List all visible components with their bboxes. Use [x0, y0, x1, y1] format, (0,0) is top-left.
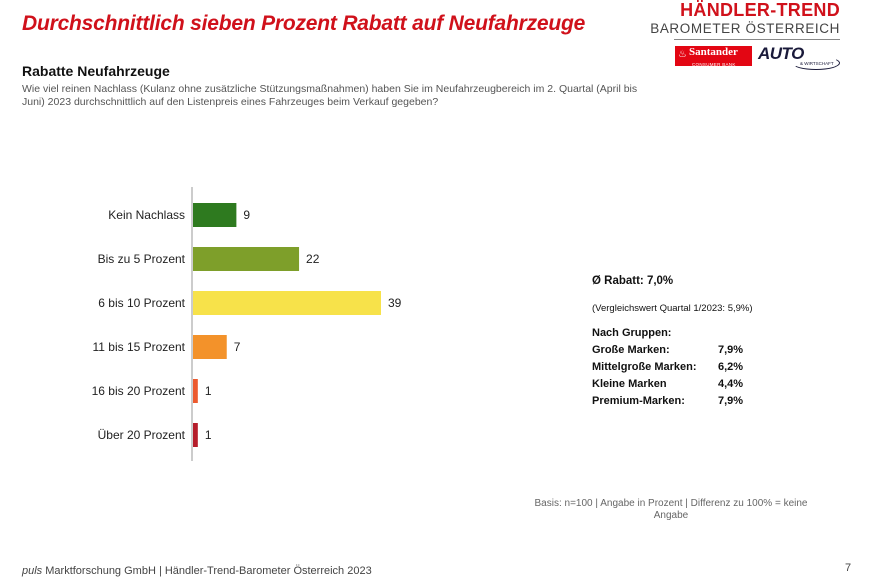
group-value: 7,9% — [718, 395, 744, 407]
group-row: Mittelgroße Marken: 6,2% — [592, 361, 743, 373]
brand-title: HÄNDLER-TREND — [680, 0, 840, 20]
basis-note: Basis: n=100 | Angabe in Prozent | Diffe… — [534, 498, 808, 521]
group-row: Große Marken: 7,9% — [592, 344, 743, 356]
footer-text: Marktforschung GmbH | Händler-Trend-Baro… — [42, 565, 372, 577]
average-discount: Ø Rabatt: 7,0% — [592, 275, 674, 287]
group-row: Premium-Marken: 7,9% — [592, 395, 743, 407]
bar-value-label: 39 — [388, 296, 402, 310]
category-label: Über 20 Prozent — [98, 428, 186, 442]
section-title: Rabatte Neufahrzeuge — [22, 63, 170, 79]
brand-subtitle: BAROMETER ÖSTERREICH — [650, 21, 840, 36]
groups-title: Nach Gruppen: — [592, 327, 672, 339]
group-row: Kleine Marken 4,4% — [592, 378, 743, 390]
bar — [193, 203, 237, 227]
bar — [193, 335, 227, 359]
comparison-value: (Vergleichswert Quartal 1/2023: 5,9%) — [592, 303, 753, 314]
group-value: 6,2% — [718, 361, 744, 373]
santander-logo-name: Santander — [689, 46, 738, 58]
bar — [193, 291, 381, 315]
bar-value-label: 1 — [205, 384, 212, 398]
page-number: 7 — [845, 562, 852, 574]
bar — [193, 423, 198, 447]
category-label: Kein Nachlass — [108, 208, 185, 222]
page-headline: Durchschnittlich sieben Prozent Rabatt a… — [22, 12, 586, 35]
bar-value-label: 1 — [205, 428, 212, 442]
auto-wirtschaft-logo-sub: & WIRTSCHAFT — [800, 61, 834, 66]
footer-brand: puls — [22, 565, 43, 577]
group-label: Premium-Marken: — [592, 395, 685, 407]
flame-icon: ♨ — [678, 49, 687, 60]
group-label: Kleine Marken — [592, 378, 667, 390]
category-label: 6 bis 10 Prozent — [98, 296, 185, 310]
group-value: 7,9% — [718, 344, 744, 356]
group-label: Mittelgroße Marken: — [592, 361, 697, 373]
category-label: Bis zu 5 Prozent — [98, 252, 186, 266]
bar-value-label: 9 — [243, 208, 250, 222]
auto-wirtschaft-logo: AUTO — [758, 44, 804, 63]
category-label: 11 bis 15 Prozent — [92, 340, 185, 354]
discount-bar-chart: Kein Nachlass 9 Bis zu 5 Prozent 22 6 bis 10… — [92, 187, 402, 461]
footer: puls Marktforschung GmbH | Händler-Trend… — [22, 565, 372, 577]
santander-logo-sub: CONSUMER BANK — [692, 62, 736, 66]
category-label: 16 bis 20 Prozent — [92, 384, 186, 398]
bar-value-label: 7 — [234, 340, 241, 354]
bar — [193, 379, 198, 403]
bar — [193, 247, 300, 271]
brand-divider — [674, 39, 840, 40]
group-label: Große Marken: — [592, 344, 670, 356]
group-value: 4,4% — [718, 378, 744, 390]
santander-logo: ♨ Santander CONSUMER BANK — [675, 46, 752, 66]
survey-question: Wie viel reinen Nachlass (Kulanz ohne zu… — [22, 83, 638, 108]
bar-value-label: 22 — [306, 252, 320, 266]
swoosh-icon — [792, 56, 840, 70]
